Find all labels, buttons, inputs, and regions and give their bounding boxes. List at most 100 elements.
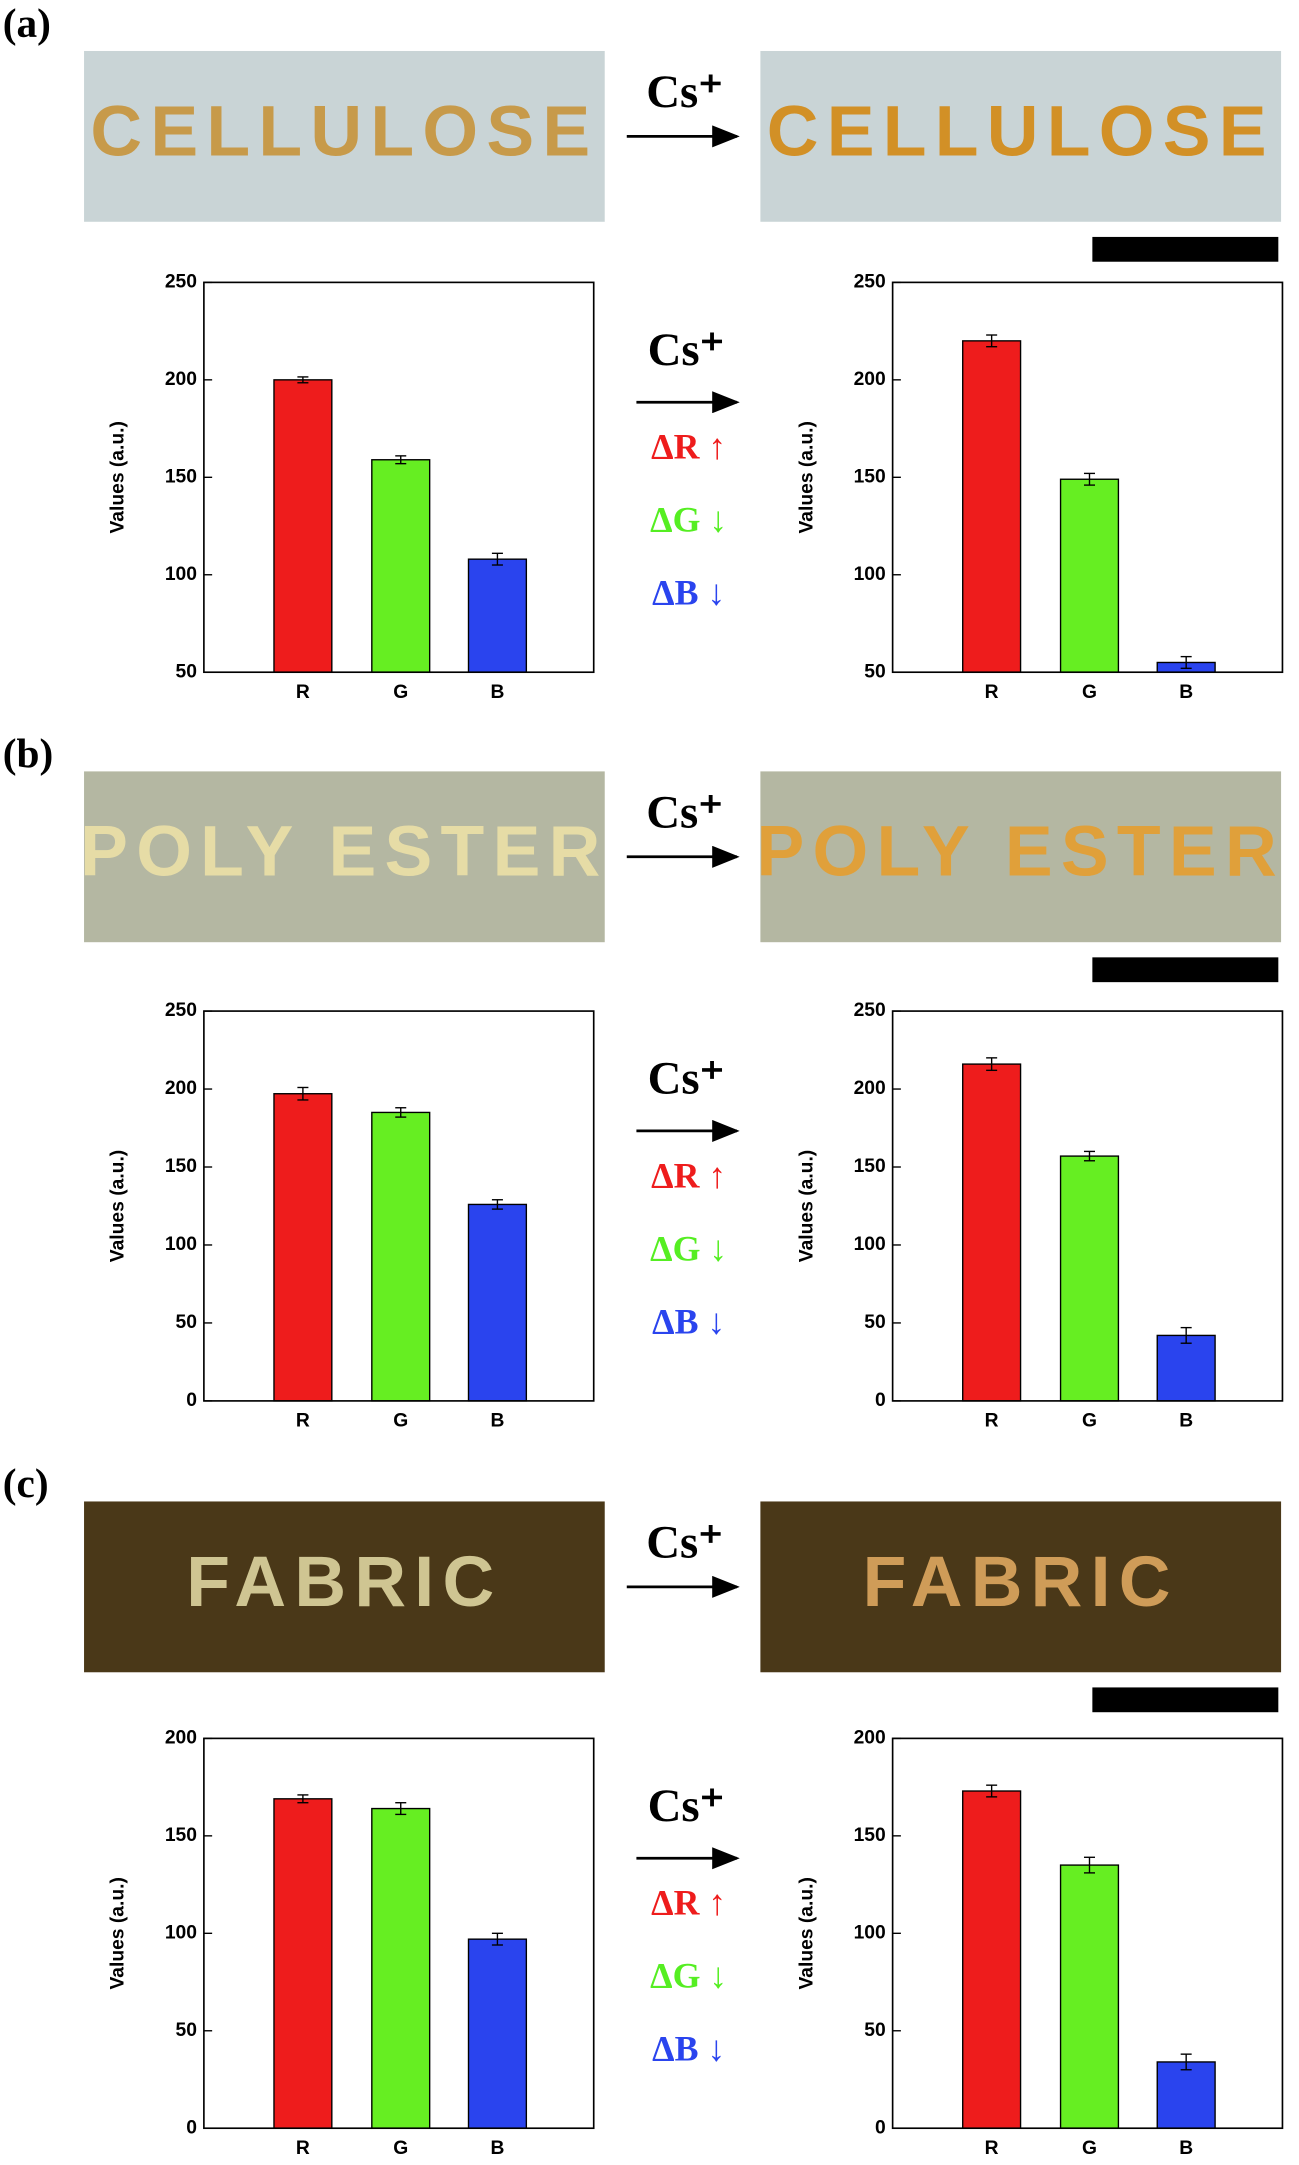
error-bar	[1083, 1150, 1096, 1162]
error-bar	[986, 1057, 998, 1072]
plot-frame	[891, 281, 1284, 674]
y-tick-label: 200	[854, 1078, 886, 1099]
x-tick-label: B	[490, 682, 504, 703]
reagent-label: Cs⁺	[648, 1052, 725, 1104]
bar	[467, 1203, 528, 1402]
photo	[760, 771, 1282, 943]
y-tick-label: 0	[875, 1390, 886, 1411]
x-tick-label: R	[985, 1411, 999, 1432]
change-label: ΔG ↓	[650, 1228, 727, 1268]
x-tick-label: G	[1082, 2138, 1097, 2159]
photo-word: CELLULOSE	[767, 91, 1275, 171]
scale-bar	[1092, 957, 1279, 983]
plot-frame	[891, 1737, 1284, 2130]
y-tick-label: 150	[854, 466, 886, 487]
y-tick-label: 150	[165, 1156, 197, 1177]
change-label: ΔR ↑	[651, 1883, 726, 1923]
chart: R G B 50 100 150 200 250 Values (a.u.)	[108, 271, 595, 703]
error-bar	[986, 1784, 998, 1798]
y-tick-label: 100	[165, 1922, 197, 1943]
x-tick-label: R	[296, 682, 310, 703]
y-tick-label: 100	[854, 564, 886, 585]
bar	[371, 1111, 431, 1402]
y-axis-title: Values (a.u.)	[796, 1150, 817, 1262]
error-bar	[1180, 2053, 1192, 2071]
bar	[1059, 1864, 1120, 2129]
y-tick-label: 250	[165, 271, 197, 292]
y-tick-label: 100	[165, 1234, 197, 1255]
change-label: ΔR ↑	[651, 1155, 726, 1195]
bar	[962, 1063, 1022, 1402]
bar	[273, 379, 333, 673]
y-tick-label: 0	[875, 2117, 886, 2138]
y-tick-label: 150	[854, 1156, 886, 1177]
error-bar	[297, 376, 309, 384]
y-axis-title: Values (a.u.)	[796, 1877, 817, 1989]
reagent-label: Cs⁺	[646, 787, 723, 839]
y-tick-label: 0	[186, 1390, 197, 1411]
bar	[1156, 2061, 1216, 2129]
y-tick-label: 50	[864, 661, 885, 682]
reagent-label: Cs⁺	[646, 1517, 723, 1569]
reagent-label: Cs⁺	[646, 66, 723, 118]
panel-label: (a)	[3, 0, 51, 47]
photo	[84, 50, 605, 222]
change-label: ΔB ↓	[652, 573, 725, 613]
y-tick-label: 200	[165, 369, 197, 390]
error-bar	[1180, 1326, 1192, 1344]
bar	[962, 1790, 1022, 2129]
y-tick-label: 50	[176, 1312, 197, 1333]
x-tick-label: G	[1082, 1411, 1097, 1432]
chart: R G B 0 50 100 150 200 250 Values (a.u.)	[108, 1000, 595, 1432]
y-axis-title: Values (a.u.)	[796, 421, 817, 533]
y-axis-title: Values (a.u.)	[108, 1877, 129, 1989]
photo-word: POLY ESTER	[757, 812, 1285, 892]
error-bar	[986, 334, 998, 348]
photo-word: FABRIC	[863, 1542, 1179, 1622]
y-tick-label: 100	[854, 1234, 886, 1255]
error-bar	[297, 1794, 309, 1804]
y-tick-label: 200	[854, 369, 886, 390]
x-tick-label: G	[1082, 682, 1097, 703]
x-tick-label: R	[985, 682, 999, 703]
bar	[371, 459, 431, 673]
y-tick-label: 250	[854, 1000, 886, 1021]
x-tick-label: R	[985, 2138, 999, 2159]
y-axis-title: Values (a.u.)	[108, 421, 129, 533]
bar	[273, 1798, 333, 2129]
photo	[760, 1501, 1282, 1673]
x-tick-label: B	[1179, 2138, 1193, 2159]
x-tick-label: B	[1179, 1411, 1193, 1432]
reagent-label: Cs⁺	[648, 324, 725, 376]
y-tick-label: 200	[165, 1727, 197, 1748]
change-label: ΔB ↓	[652, 1301, 725, 1341]
bar	[273, 1093, 333, 1402]
y-tick-label: 200	[854, 1727, 886, 1748]
error-bar	[1083, 472, 1096, 486]
x-tick-label: B	[1179, 682, 1193, 703]
error-bar	[297, 1086, 309, 1101]
y-tick-label: 50	[176, 2020, 197, 2041]
panel-label: (b)	[3, 730, 54, 777]
error-bar	[395, 455, 407, 465]
y-tick-label: 150	[854, 1825, 886, 1846]
error-bar	[1180, 655, 1192, 670]
y-tick-label: 0	[186, 2117, 197, 2138]
photo	[84, 1501, 605, 1673]
x-tick-label: G	[393, 1411, 408, 1432]
error-bar	[395, 1107, 407, 1118]
y-tick-label: 250	[854, 271, 886, 292]
chart: R G B 0 50 100 150 200 Values (a.u.)	[796, 1727, 1284, 2159]
y-tick-label: 200	[165, 1078, 197, 1099]
y-tick-label: 100	[854, 1922, 886, 1943]
y-tick-label: 150	[165, 1825, 197, 1846]
error-bar	[491, 1199, 503, 1210]
x-tick-label: B	[490, 1411, 504, 1432]
error-bar	[491, 1932, 503, 1946]
bar	[962, 340, 1022, 673]
photo-word: CELLULOSE	[90, 91, 598, 171]
scale-bar	[1092, 1687, 1279, 1713]
x-tick-label: R	[296, 1411, 310, 1432]
x-tick-label: R	[296, 2138, 310, 2159]
